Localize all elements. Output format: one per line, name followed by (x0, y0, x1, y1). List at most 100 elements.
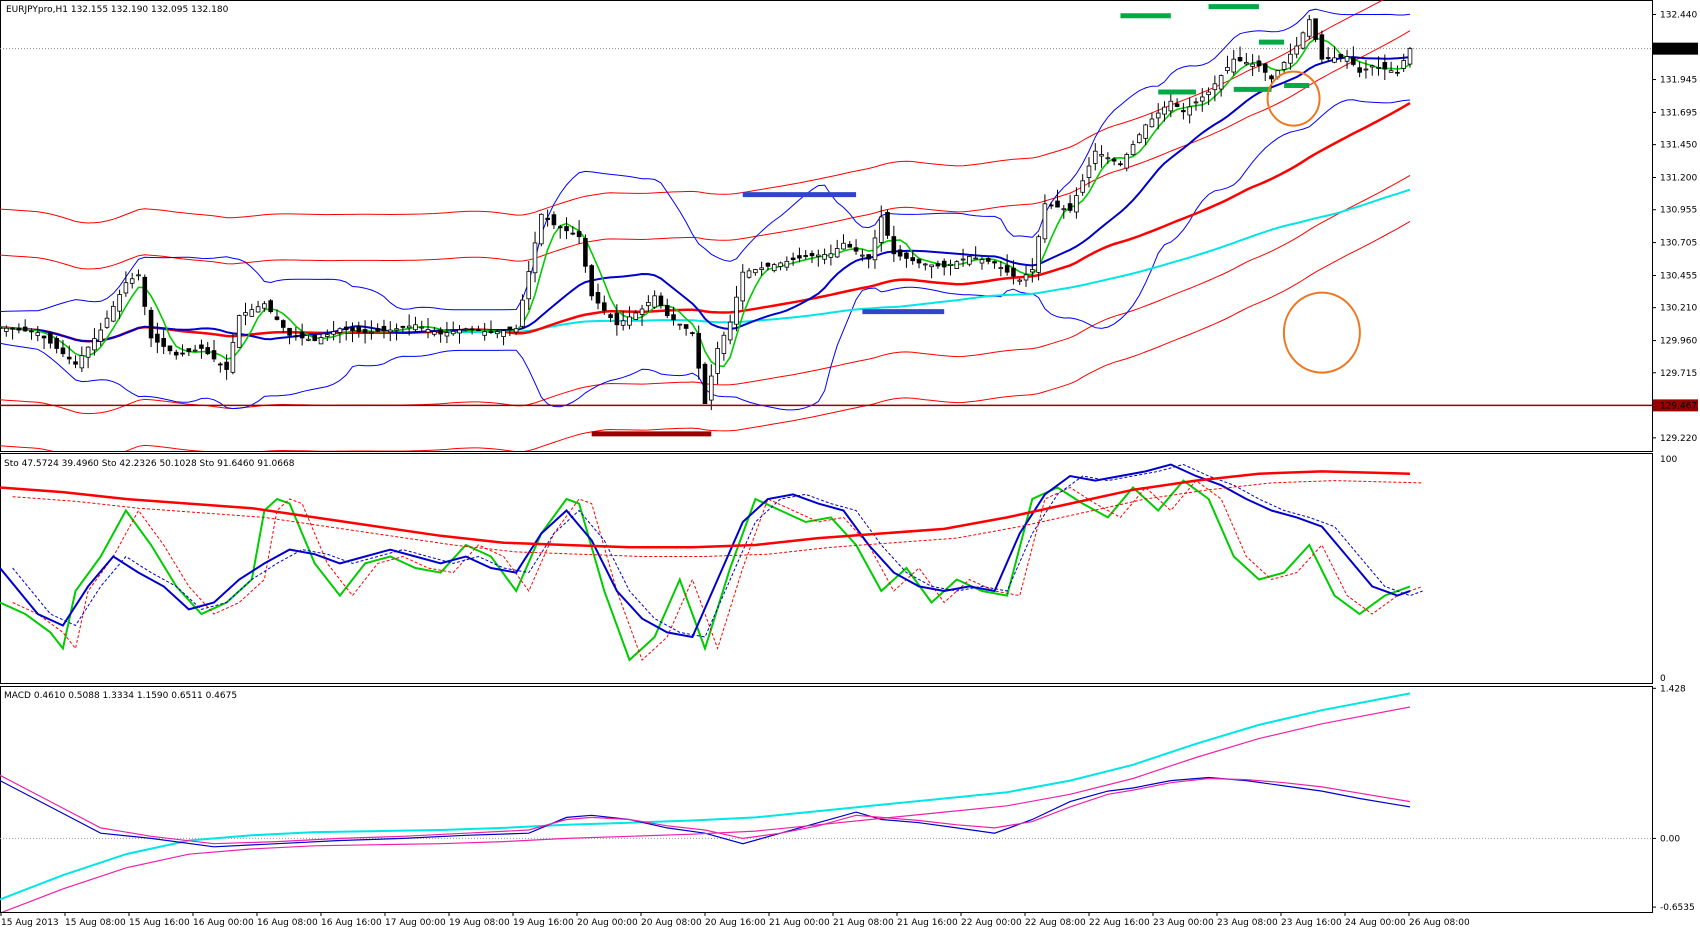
candle-body (1048, 204, 1054, 207)
candle-body (633, 312, 639, 320)
candle-body (1162, 106, 1167, 115)
candle-body (551, 214, 557, 226)
candle-body (520, 299, 525, 327)
candle-body (872, 237, 878, 261)
candle-body (60, 347, 66, 355)
candle-body (639, 308, 645, 315)
envelope-line-1 (0, 30, 1411, 270)
candle-body (507, 326, 513, 331)
candle-body (1055, 200, 1060, 208)
stochastic-signal-0 (12, 479, 1423, 661)
macd-line-2 (0, 774, 1411, 845)
candle-body (136, 274, 141, 277)
bollinger-upper (0, 8, 1411, 313)
date-tick-label: 16 Aug 00:00 (193, 918, 254, 927)
date-tick-label: 24 Aug 00:00 (1345, 918, 1406, 927)
candle-body (1401, 60, 1406, 69)
candle-body (1067, 203, 1073, 211)
candle-body (696, 332, 701, 369)
date-tick-label: 20 Aug 00:00 (577, 918, 638, 927)
candle-body (1256, 60, 1262, 67)
candle-body (1218, 75, 1224, 90)
candle-body (476, 329, 481, 332)
candle-body (564, 226, 569, 232)
candle-body (148, 309, 154, 339)
candle-body (488, 330, 494, 334)
price-tick-label: 130.955 (1660, 206, 1697, 216)
price-layer (0, 0, 1652, 451)
candle-body (10, 327, 15, 330)
candle-body (262, 303, 267, 309)
candle-body (608, 314, 613, 318)
candle-body (1181, 110, 1186, 113)
candle-body (406, 325, 412, 329)
candle-body (646, 302, 651, 307)
price-tick-label: 129.220 (1660, 434, 1697, 444)
candle-body (853, 247, 859, 252)
date-tick-label: 15 Aug 16:00 (129, 918, 190, 927)
candle-body (186, 348, 192, 353)
candle-body (1080, 180, 1085, 193)
candle-body (948, 263, 953, 266)
macd-tick-label: 1.428 (1660, 684, 1686, 694)
candle-body (557, 226, 563, 229)
candle-body (734, 296, 739, 325)
price-tick-label: 131.200 (1660, 174, 1697, 184)
candle-body (450, 330, 456, 335)
candle-body (117, 294, 122, 312)
candle-body (885, 212, 890, 236)
candle-body (992, 261, 997, 264)
candle-body (1338, 54, 1344, 58)
candle-body (375, 328, 380, 332)
candle-body (199, 344, 204, 349)
stochastic-line-2 (0, 470, 1411, 549)
candle-body (1036, 236, 1041, 273)
candle-body (910, 257, 916, 262)
candle-body (784, 260, 790, 268)
candle-body (1155, 112, 1161, 119)
candle-body (66, 356, 72, 360)
macd-tick-label: 0.00 (1660, 834, 1680, 844)
price-tick-label: 131.450 (1660, 141, 1697, 151)
stochastic-signal-1 (12, 463, 1423, 638)
candle-body (249, 309, 255, 317)
candle-body (797, 255, 802, 259)
candle-body (293, 335, 299, 338)
date-tick-label: 15 Aug 08:00 (65, 918, 126, 927)
annotation-circle-upper (1266, 70, 1321, 127)
axis-layer: 132.440 132.180 131.945 131.695 131.450 131.2… (0, 10, 1698, 927)
candle-body (98, 329, 104, 342)
candle-body (1149, 118, 1155, 128)
candle-body (230, 342, 236, 373)
chart-header: EURJPYpro,H1 132.155 132.190 132.095 132… (6, 5, 229, 15)
candle-body (211, 350, 217, 360)
candle-body (318, 337, 324, 345)
candle-body (960, 258, 966, 261)
ma-thick-line (0, 102, 1411, 343)
candle-body (369, 331, 374, 334)
candle-body (614, 312, 620, 326)
price-panel (0, 0, 1653, 452)
candle-body (1363, 68, 1369, 71)
candle-body (1212, 83, 1218, 91)
stochastic-tick-label: 100 (1660, 455, 1677, 465)
stochastic-line-0 (0, 479, 1411, 662)
stochastic-line-1 (0, 463, 1411, 639)
candle-body (620, 320, 626, 326)
date-tick-label: 16 Aug 08:00 (257, 918, 318, 927)
stochastic-layer (0, 463, 1423, 662)
candle-body (444, 332, 450, 337)
date-tick-label: 26 Aug 08:00 (1409, 918, 1470, 927)
candle-body (1137, 134, 1142, 144)
candle-body (1306, 19, 1312, 37)
candle-body (539, 213, 544, 245)
stochastic-tick-label: 0 (1660, 674, 1666, 684)
candle-body (532, 242, 538, 274)
candle-body (790, 257, 796, 261)
candle-body (715, 348, 720, 374)
candle-body (180, 352, 185, 355)
candle-body (1092, 150, 1098, 164)
date-tick-label: 15 Aug 2013 (1, 918, 59, 927)
stochastic-header: Sto 47.5724 39.4960 Sto 42.2326 50.1028 … (4, 459, 295, 469)
candle-body (583, 238, 588, 267)
